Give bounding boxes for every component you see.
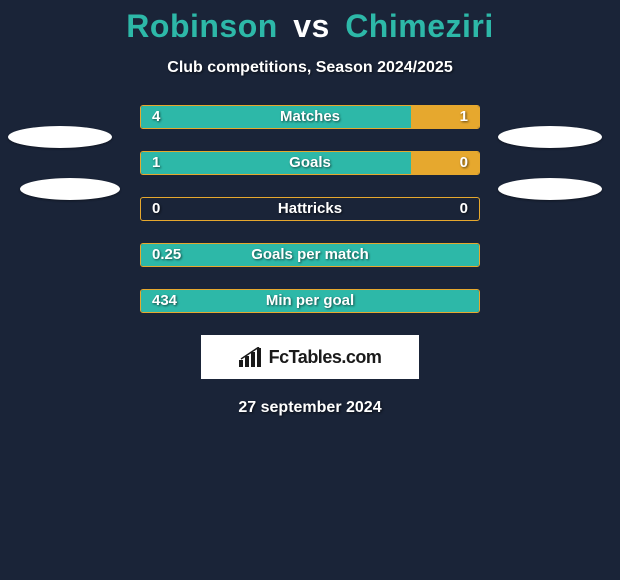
vs-text: vs: [293, 8, 330, 44]
stat-row: 41Matches: [140, 105, 480, 129]
stat-row: 434Min per goal: [140, 289, 480, 313]
fctables-logo: FcTables.com: [201, 335, 419, 379]
stat-label: Min per goal: [140, 289, 480, 313]
stat-label: Goals per match: [140, 243, 480, 267]
stat-row: 0.25Goals per match: [140, 243, 480, 267]
date-label: 27 september 2024: [0, 399, 620, 417]
decoration-ellipse: [8, 126, 112, 148]
stat-label: Hattricks: [140, 197, 480, 221]
player1-name: Robinson: [126, 8, 278, 44]
stat-label: Goals: [140, 151, 480, 175]
stat-row: 00Hattricks: [140, 197, 480, 221]
comparison-title: Robinson vs Chimeziri: [0, 0, 620, 45]
decoration-ellipse: [498, 126, 602, 148]
logo-text: FcTables.com: [269, 347, 382, 368]
decoration-ellipse: [20, 178, 120, 200]
decoration-ellipse: [498, 178, 602, 200]
stat-row: 10Goals: [140, 151, 480, 175]
chart-icon: [239, 347, 263, 367]
stat-label: Matches: [140, 105, 480, 129]
player2-name: Chimeziri: [345, 8, 494, 44]
subtitle: Club competitions, Season 2024/2025: [0, 59, 620, 77]
